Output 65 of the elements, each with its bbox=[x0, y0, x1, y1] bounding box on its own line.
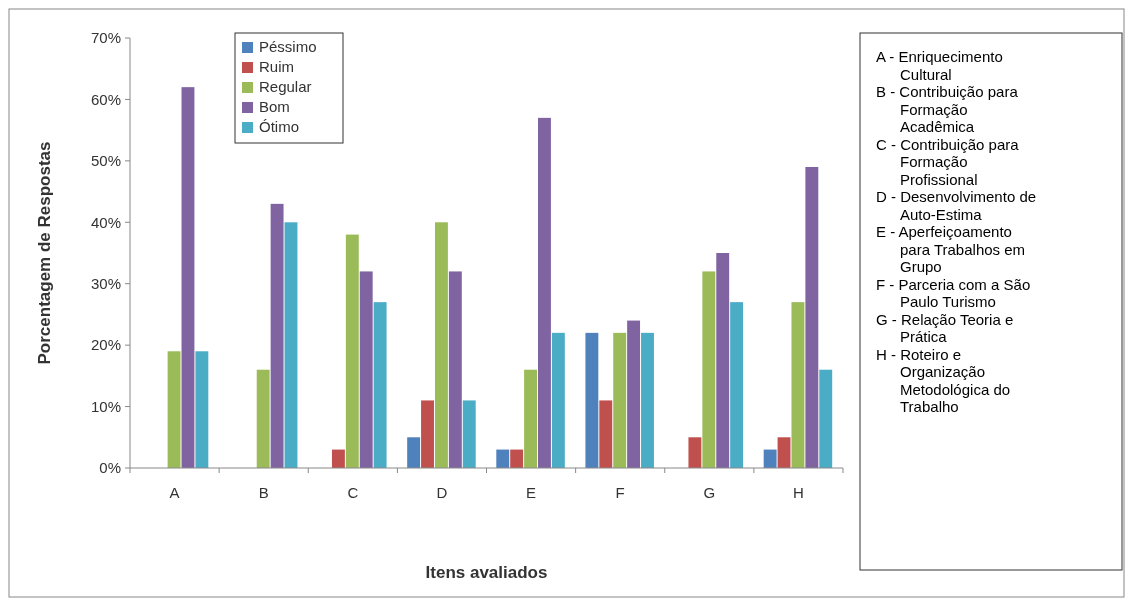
bar bbox=[702, 271, 716, 468]
x-tick-label: E bbox=[526, 484, 537, 501]
bar bbox=[373, 302, 387, 468]
x-tick-label: H bbox=[793, 484, 804, 501]
bar bbox=[613, 332, 627, 468]
text: G - Relação Teoria e Prática bbox=[876, 310, 1014, 345]
bar bbox=[462, 400, 476, 468]
y-axis-title: Porcentagem de Respostas bbox=[35, 141, 54, 365]
y-tick-label: 10% bbox=[90, 397, 121, 415]
bar bbox=[448, 271, 462, 468]
y-tick-label: 20% bbox=[90, 336, 121, 354]
bar bbox=[524, 369, 538, 468]
bar bbox=[585, 332, 599, 468]
x-tick-label: D bbox=[436, 484, 448, 501]
legend-label: Bom bbox=[259, 98, 290, 115]
x-tick-label: B bbox=[258, 484, 269, 501]
y-tick-label: 60% bbox=[90, 90, 121, 108]
bar bbox=[195, 351, 209, 468]
bar bbox=[641, 332, 654, 468]
y-tick-label: 30% bbox=[90, 274, 121, 292]
legend-label: Ruim bbox=[259, 58, 295, 75]
bar bbox=[359, 271, 373, 468]
x-tick-label: A bbox=[169, 484, 180, 501]
y-tick-label: 40% bbox=[90, 213, 121, 231]
x-axis-title: Itens avaliados bbox=[425, 563, 548, 582]
y-tick-label: 50% bbox=[90, 152, 121, 170]
bar bbox=[407, 437, 421, 468]
bar bbox=[167, 351, 181, 468]
text: H - Roteiro e Organização Metodológica do Trabalho bbox=[876, 345, 1011, 415]
bar bbox=[599, 400, 613, 468]
bar bbox=[627, 320, 641, 468]
bar bbox=[763, 449, 777, 468]
bar bbox=[805, 167, 819, 468]
bar bbox=[270, 203, 284, 468]
bar bbox=[688, 437, 702, 468]
bar bbox=[716, 253, 730, 468]
bar bbox=[421, 400, 434, 468]
text: A - Enriquecimento Cultural bbox=[876, 48, 1003, 83]
bar bbox=[496, 449, 510, 468]
bar bbox=[331, 449, 345, 468]
text: C - Contribuição para Formação Profissional bbox=[876, 135, 1020, 188]
bar bbox=[434, 222, 448, 468]
legend-label: Ótimo bbox=[259, 118, 300, 135]
legend-label: Regular bbox=[259, 78, 312, 95]
y-tick-label: 0% bbox=[99, 459, 121, 477]
bar bbox=[819, 369, 833, 468]
text: E - Aperfeiçoamento para Trabalhos em Grupo bbox=[876, 223, 1026, 275]
text: F - Parceria com a São Paulo Turismo bbox=[876, 275, 1031, 310]
bar bbox=[284, 222, 298, 468]
bar bbox=[181, 87, 195, 468]
bar bbox=[791, 302, 805, 468]
text: D - Desenvolvimento de Auto-Estima bbox=[876, 188, 1037, 223]
bar bbox=[256, 369, 270, 468]
x-tick-label: C bbox=[347, 484, 359, 501]
bar bbox=[777, 437, 791, 468]
bar bbox=[730, 302, 744, 468]
y-tick-label: 70% bbox=[90, 29, 121, 47]
bar bbox=[538, 117, 551, 468]
bar bbox=[551, 332, 565, 468]
bar bbox=[345, 234, 359, 468]
legend-label: Péssimo bbox=[259, 38, 317, 55]
text: B - Contribuição para Formação Acadêmica bbox=[876, 83, 1019, 135]
x-tick-label: F bbox=[615, 484, 625, 501]
bar bbox=[510, 449, 524, 468]
x-tick-label: G bbox=[703, 484, 716, 501]
